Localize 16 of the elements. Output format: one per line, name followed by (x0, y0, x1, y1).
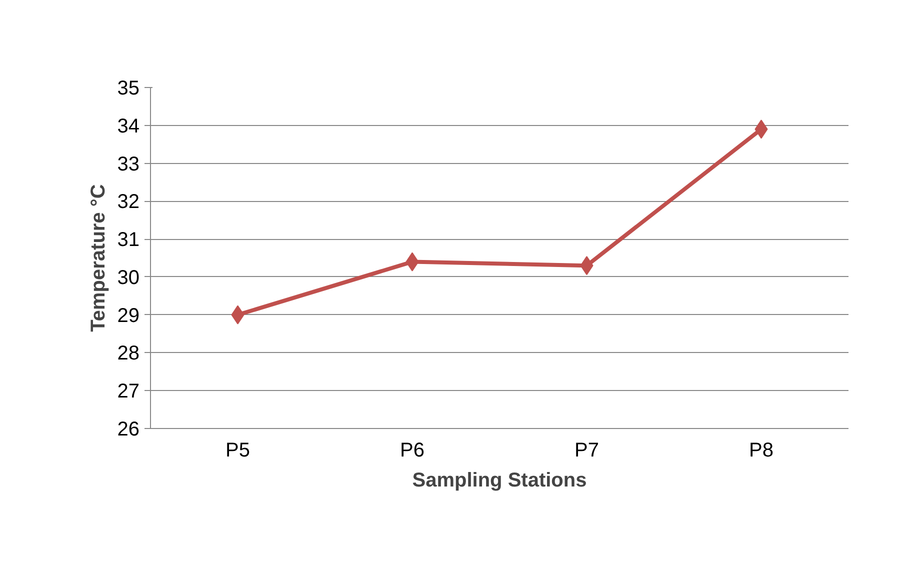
y-tick-label: 28 (117, 342, 140, 365)
y-tick-label: 35 (117, 78, 140, 100)
y-axis-title: Temperature °C (87, 184, 110, 332)
x-tick-label: P7 (574, 440, 599, 462)
x-tick-label: P8 (749, 440, 774, 462)
x-axis-title: Sampling Stations (412, 470, 587, 492)
y-tick-label: 32 (117, 191, 140, 214)
x-tick-label: P5 (226, 440, 250, 462)
y-tick-label: 29 (117, 304, 140, 327)
y-tick-label: 33 (117, 153, 140, 176)
x-tick-label: P6 (400, 440, 424, 462)
y-tick-label: 26 (117, 418, 140, 440)
y-tick-label: 34 (117, 115, 140, 138)
y-tick-label: 30 (117, 266, 140, 289)
y-tick-label: 27 (117, 380, 140, 403)
y-tick-label: 31 (117, 229, 140, 252)
